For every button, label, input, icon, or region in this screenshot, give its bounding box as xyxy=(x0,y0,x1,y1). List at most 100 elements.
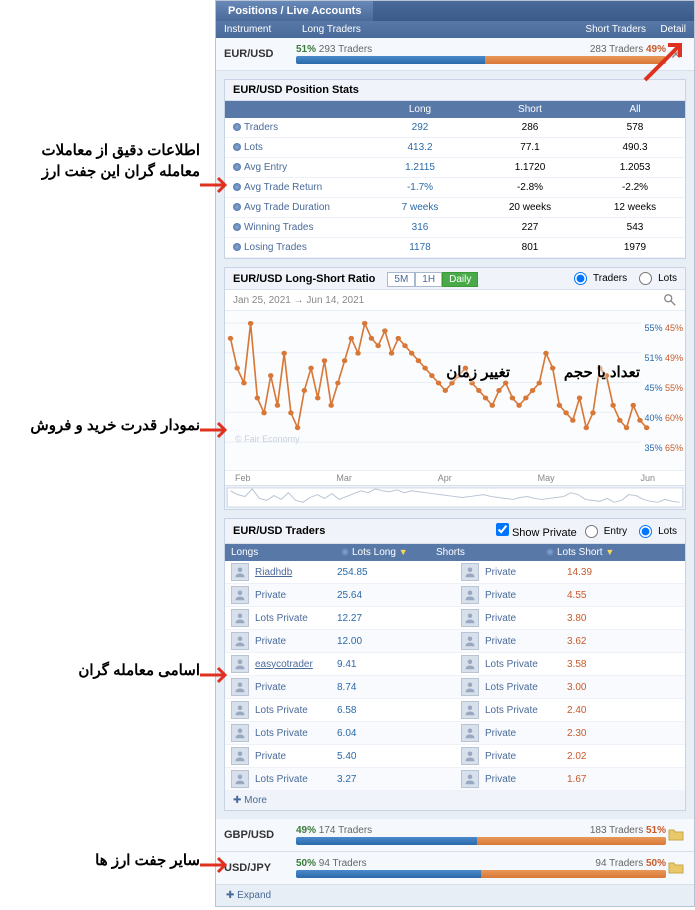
radio-entry[interactable] xyxy=(585,525,598,538)
trader-row: Lots Private12.27 xyxy=(225,607,455,630)
pair-row-eurusd: EUR/USD 51% 293 Traders 283 Traders 49% … xyxy=(216,38,694,71)
search-icon[interactable] xyxy=(663,293,677,307)
stats-title: EUR/USD Position Stats xyxy=(225,80,685,101)
trader-name: Private xyxy=(485,728,567,739)
annotation-stats: اطلاعات دقیق از معاملات معامله گران این … xyxy=(0,140,200,182)
traders-box: EUR/USD Traders Show Private Entry Lots … xyxy=(224,518,686,811)
position-stats-box: EUR/USD Position Stats Long Short All Tr… xyxy=(224,79,686,259)
avatar-icon xyxy=(231,701,249,719)
header-instrument: Instrument xyxy=(224,24,302,35)
show-private-checkbox[interactable]: Show Private xyxy=(496,523,577,539)
avatar-icon xyxy=(231,747,249,765)
trader-row: Private1.67 xyxy=(455,768,685,791)
avatar-icon xyxy=(461,586,479,604)
annotation-timeframe: تغییر زمان xyxy=(410,362,510,383)
avatar-icon xyxy=(231,586,249,604)
arrow-icon xyxy=(200,420,230,440)
trader-row: Private5.40 xyxy=(225,745,455,768)
trader-row: Private4.55 xyxy=(455,584,685,607)
chart-canvas: 55% 45%51% 49%45% 55%40% 60%35% 65% © Fa… xyxy=(225,310,685,470)
traders-header: EUR/USD Traders Show Private Entry Lots xyxy=(225,519,685,544)
avatar-icon xyxy=(231,770,249,788)
trader-name: Lots Private xyxy=(485,659,567,670)
header-long: Long Traders xyxy=(302,24,566,35)
chart-title: EUR/USD Long-Short Ratio xyxy=(233,273,375,285)
tab-bar: Positions / Live Accounts xyxy=(216,1,694,21)
trader-row: Lots Private6.04 xyxy=(225,722,455,745)
trader-name: Private xyxy=(485,613,567,624)
trader-row: Private3.62 xyxy=(455,630,685,653)
trader-row: Private25.64 xyxy=(225,584,455,607)
radio-traders[interactable] xyxy=(574,272,587,285)
chart-range-selector[interactable] xyxy=(225,485,685,509)
annotation-pairs: سایر جفت ارز ها xyxy=(0,850,200,871)
pair-row: USD/JPY 50% 94 Traders94 Traders 50% xyxy=(216,852,694,885)
trader-name: Lots Private xyxy=(485,705,567,716)
header-detail: Detail xyxy=(646,24,686,35)
timeframe-1h[interactable]: 1H xyxy=(415,272,442,287)
avatar-icon xyxy=(461,678,479,696)
arrow-icon xyxy=(200,665,230,685)
trader-name: Private xyxy=(255,636,337,647)
pair-row: GBP/USD 49% 174 Traders183 Traders 51% xyxy=(216,819,694,852)
trader-row: Private3.80 xyxy=(455,607,685,630)
trader-row: Private2.30 xyxy=(455,722,685,745)
timeframe-daily[interactable]: Daily xyxy=(442,272,478,287)
stats-row: Avg Entry1.21151.17201.2053 xyxy=(225,158,685,178)
trader-name[interactable]: Riadhdb xyxy=(255,567,337,578)
sentiment-bar: 51% 293 Traders 283 Traders 49% xyxy=(296,44,666,64)
trader-name: Private xyxy=(485,636,567,647)
trader-row: Private2.02 xyxy=(455,745,685,768)
chart-date-range: Jan 25, 2021 → Jun 14, 2021 xyxy=(225,290,685,310)
avatar-icon xyxy=(231,563,249,581)
chart-watermark: © Fair Economy xyxy=(235,434,300,444)
annotation-chart: نمودار قدرت خرید و فروش xyxy=(0,415,200,436)
stats-row: Avg Trade Duration7 weeks20 weeks12 week… xyxy=(225,198,685,218)
more-link[interactable]: ✚ More xyxy=(225,791,685,810)
trader-row: Private14.39 xyxy=(455,561,685,584)
stats-row: Traders292286578 xyxy=(225,118,685,138)
expand-button[interactable]: ✚ Expand xyxy=(216,885,694,906)
positions-panel: Positions / Live Accounts Instrument Lon… xyxy=(215,0,695,907)
stats-row: Losing Trades11788011979 xyxy=(225,238,685,258)
avatar-icon xyxy=(461,655,479,673)
arrow-icon xyxy=(200,175,230,195)
trader-row: Private8.74 xyxy=(225,676,455,699)
header-short: Short Traders xyxy=(566,24,646,35)
trader-name: Lots Private xyxy=(255,613,337,624)
chart-header: EUR/USD Long-Short Ratio 5M1HDaily Trade… xyxy=(225,268,685,290)
avatar-icon xyxy=(461,563,479,581)
avatar-icon xyxy=(231,724,249,742)
stats-row: Avg Trade Return-1.7%-2.8%-2.2% xyxy=(225,178,685,198)
stats-row: Lots413.277.1490.3 xyxy=(225,138,685,158)
trader-name: Lots Private xyxy=(255,774,337,785)
annotation-mode: تعداد یا حجم xyxy=(530,362,640,383)
trader-row: Lots Private6.58 xyxy=(225,699,455,722)
stats-row: Winning Trades316227543 xyxy=(225,218,685,238)
trader-name[interactable]: easycotrader xyxy=(255,659,337,670)
trader-name: Private xyxy=(485,567,567,578)
trader-name: Private xyxy=(255,682,337,693)
timeframe-5m[interactable]: 5M xyxy=(387,272,415,287)
pair-name: USD/JPY xyxy=(224,862,296,874)
tab-positions[interactable]: Positions / Live Accounts xyxy=(216,1,373,21)
trader-name: Private xyxy=(485,590,567,601)
trader-name: Lots Private xyxy=(255,728,337,739)
chart-mode-radio: Traders Lots xyxy=(566,272,677,285)
radio-lots[interactable] xyxy=(639,272,652,285)
avatar-icon xyxy=(231,655,249,673)
radio-lots-tr[interactable] xyxy=(639,525,652,538)
annotation-traders: اسامی معامله گران xyxy=(0,660,200,681)
avatar-icon xyxy=(461,770,479,788)
folder-icon[interactable] xyxy=(666,827,686,844)
avatar-icon xyxy=(461,701,479,719)
avatar-icon xyxy=(231,609,249,627)
folder-icon[interactable] xyxy=(666,860,686,877)
stats-header: Long Short All xyxy=(225,101,685,118)
arrow-icon xyxy=(200,855,230,875)
trader-name: Private xyxy=(255,751,337,762)
avatar-icon xyxy=(461,747,479,765)
avatar-icon xyxy=(231,678,249,696)
trader-row: Lots Private3.27 xyxy=(225,768,455,791)
arrow-icon xyxy=(640,35,690,85)
